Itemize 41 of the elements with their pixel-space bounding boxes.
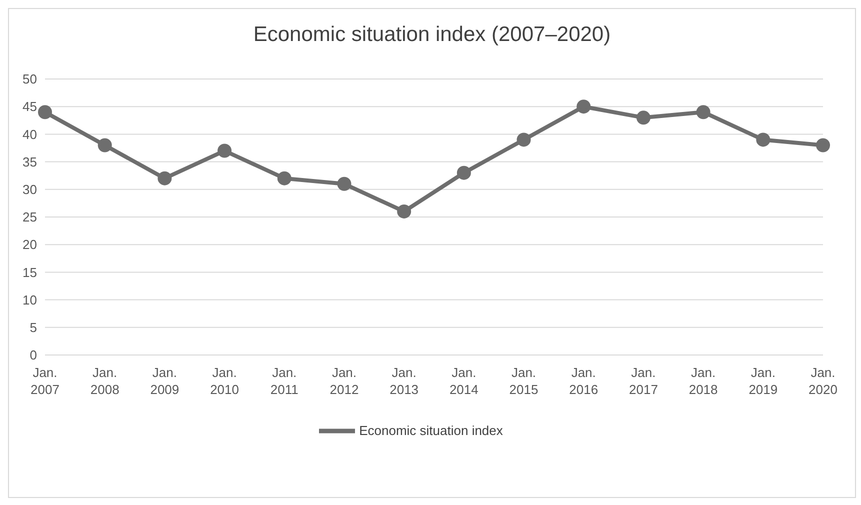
x-tick-label: Jan. 2011 xyxy=(270,365,298,397)
point xyxy=(696,105,710,120)
y-tick-label: 20 xyxy=(22,237,37,252)
x-tick-label: Jan. 2014 xyxy=(449,365,478,397)
x-tick-label: Jan. 2010 xyxy=(210,365,239,397)
point xyxy=(98,138,112,152)
y-tick-label: 25 xyxy=(22,210,37,225)
x-tick-label: Jan. 2013 xyxy=(390,365,419,397)
y-tick-label: 10 xyxy=(22,292,37,308)
point xyxy=(816,138,830,152)
y-tick-label: 35 xyxy=(22,154,37,170)
y-tick-label: 5 xyxy=(30,320,37,336)
point xyxy=(277,171,292,186)
y-tick-label: 45 xyxy=(22,99,37,114)
x-tick-label: Jan. 2008 xyxy=(90,365,120,397)
y-tick-label: 30 xyxy=(22,182,37,198)
point xyxy=(456,166,471,180)
x-tick-label: Jan. 2007 xyxy=(30,365,60,397)
point xyxy=(38,105,52,120)
x-tick-label: Jan. 2016 xyxy=(569,365,598,397)
x-tick-label: Jan. 2009 xyxy=(150,365,180,397)
x-tick-label: Jan. 2018 xyxy=(688,365,718,397)
x-tick-label: Jan. 2017 xyxy=(629,365,658,397)
point xyxy=(516,132,531,147)
point xyxy=(576,100,591,114)
legend-label: Economic situation index xyxy=(359,423,503,438)
y-tick-label: 15 xyxy=(22,264,37,280)
x-tick-label: Jan. 2015 xyxy=(509,365,538,397)
x-tick-label: Jan. 2019 xyxy=(748,365,778,397)
y-tick-label: 0 xyxy=(30,348,37,363)
y-tick-label: 50 xyxy=(22,72,37,87)
point xyxy=(756,132,770,147)
y-tick-label: 40 xyxy=(22,126,37,142)
point xyxy=(158,171,172,186)
point xyxy=(218,144,232,158)
x-tick-label: Jan. 2020 xyxy=(808,365,838,397)
x-tick-label: Jan. 2012 xyxy=(330,365,359,397)
point xyxy=(397,204,412,218)
chart-title: Economic situation index (2007–2020) xyxy=(252,23,612,47)
point xyxy=(636,110,650,125)
point xyxy=(337,176,352,191)
